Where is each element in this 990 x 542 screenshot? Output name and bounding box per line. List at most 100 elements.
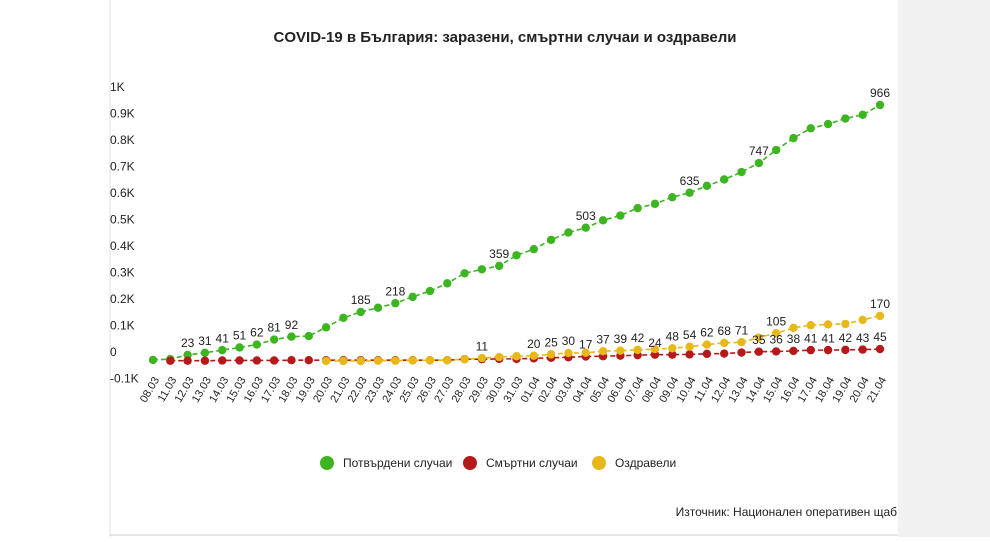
y-tick-label: 1K bbox=[110, 80, 125, 94]
data-point bbox=[650, 199, 660, 209]
data-label: 17 bbox=[579, 338, 593, 352]
data-point bbox=[581, 223, 590, 232]
data-label: 42 bbox=[839, 331, 853, 345]
data-point bbox=[633, 203, 642, 213]
data-point bbox=[494, 261, 504, 271]
data-point bbox=[581, 348, 590, 357]
data-point bbox=[321, 323, 331, 332]
data-point bbox=[737, 167, 746, 177]
data-point bbox=[218, 356, 227, 365]
data-point bbox=[391, 299, 400, 308]
y-tick-label: 0.7K bbox=[110, 160, 135, 174]
data-label: 503 bbox=[576, 209, 596, 223]
data-point bbox=[875, 100, 885, 110]
data-label: 31 bbox=[198, 334, 212, 348]
data-label: 38 bbox=[787, 332, 801, 346]
data-point bbox=[771, 347, 781, 356]
data-label: 23 bbox=[181, 336, 195, 350]
data-label: 62 bbox=[700, 326, 714, 340]
data-point bbox=[875, 311, 885, 321]
data-point bbox=[252, 356, 262, 365]
data-point bbox=[650, 344, 660, 354]
data-label: 105 bbox=[766, 314, 786, 328]
data-point bbox=[616, 211, 625, 220]
data-point bbox=[702, 340, 712, 349]
data-point bbox=[235, 343, 244, 352]
data-point bbox=[200, 356, 210, 365]
y-tick-label: 0.9K bbox=[110, 107, 135, 121]
data-point bbox=[494, 352, 504, 362]
legend-marker bbox=[463, 456, 477, 470]
data-point bbox=[668, 344, 677, 353]
data-point bbox=[287, 356, 296, 365]
data-point bbox=[841, 114, 850, 123]
data-label: 39 bbox=[614, 332, 628, 346]
data-point bbox=[806, 321, 815, 330]
data-point bbox=[477, 265, 487, 274]
data-point bbox=[875, 344, 885, 354]
data-label: 68 bbox=[718, 324, 732, 338]
data-point bbox=[166, 356, 175, 365]
data-point bbox=[720, 338, 729, 348]
data-point bbox=[408, 356, 417, 365]
data-label: 635 bbox=[680, 174, 700, 188]
data-label: 359 bbox=[489, 247, 509, 261]
data-point bbox=[460, 354, 469, 364]
data-point bbox=[408, 292, 417, 302]
data-label: 170 bbox=[870, 297, 890, 311]
data-point bbox=[425, 356, 435, 365]
data-point bbox=[391, 356, 400, 365]
data-point bbox=[148, 355, 158, 365]
data-point bbox=[269, 356, 279, 365]
data-point bbox=[356, 356, 365, 366]
data-point bbox=[373, 303, 383, 312]
data-label: 35 bbox=[752, 333, 766, 347]
y-tick-label: 0 bbox=[110, 345, 117, 359]
data-point bbox=[668, 350, 677, 359]
data-point bbox=[858, 110, 867, 120]
data-label: 42 bbox=[631, 331, 645, 345]
data-label: 36 bbox=[769, 333, 783, 347]
data-point bbox=[546, 235, 556, 245]
data-point bbox=[598, 346, 608, 356]
data-point bbox=[443, 356, 452, 365]
data-point bbox=[841, 319, 850, 329]
data-point bbox=[529, 244, 539, 254]
data-point bbox=[858, 315, 867, 325]
data-point bbox=[183, 350, 192, 360]
data-point bbox=[269, 335, 279, 344]
data-label: 92 bbox=[285, 318, 299, 332]
legend-marker bbox=[592, 456, 606, 470]
y-tick-label: 0.8K bbox=[110, 133, 135, 147]
data-point bbox=[546, 350, 556, 359]
data-label: 41 bbox=[216, 331, 230, 345]
data-label: 24 bbox=[648, 336, 662, 350]
legend-label: Оздравели bbox=[615, 456, 676, 470]
data-point bbox=[339, 356, 348, 366]
data-label: 185 bbox=[351, 293, 371, 307]
data-point bbox=[443, 279, 452, 288]
data-point bbox=[789, 346, 798, 356]
data-label: 25 bbox=[544, 336, 558, 350]
data-point bbox=[806, 124, 815, 133]
data-point bbox=[218, 345, 227, 355]
chart-title: COVID-19 в България: заразени, смъртни с… bbox=[274, 29, 737, 46]
data-label: 218 bbox=[385, 284, 405, 298]
legend-label: Потвърдени случаи bbox=[343, 456, 452, 470]
data-point bbox=[460, 269, 469, 278]
data-point bbox=[823, 320, 833, 329]
data-label: 41 bbox=[804, 331, 818, 345]
data-point bbox=[702, 349, 712, 359]
source: Източник: Национален оперативен щаб bbox=[676, 505, 897, 519]
data-point bbox=[720, 349, 729, 358]
data-point bbox=[771, 328, 781, 338]
y-tick-label: 0.6K bbox=[110, 186, 135, 200]
data-point bbox=[529, 351, 539, 360]
data-point bbox=[823, 119, 833, 129]
data-point bbox=[356, 307, 365, 317]
data-label: 30 bbox=[562, 334, 576, 348]
data-label: 54 bbox=[683, 328, 697, 342]
data-label: 20 bbox=[527, 337, 541, 351]
